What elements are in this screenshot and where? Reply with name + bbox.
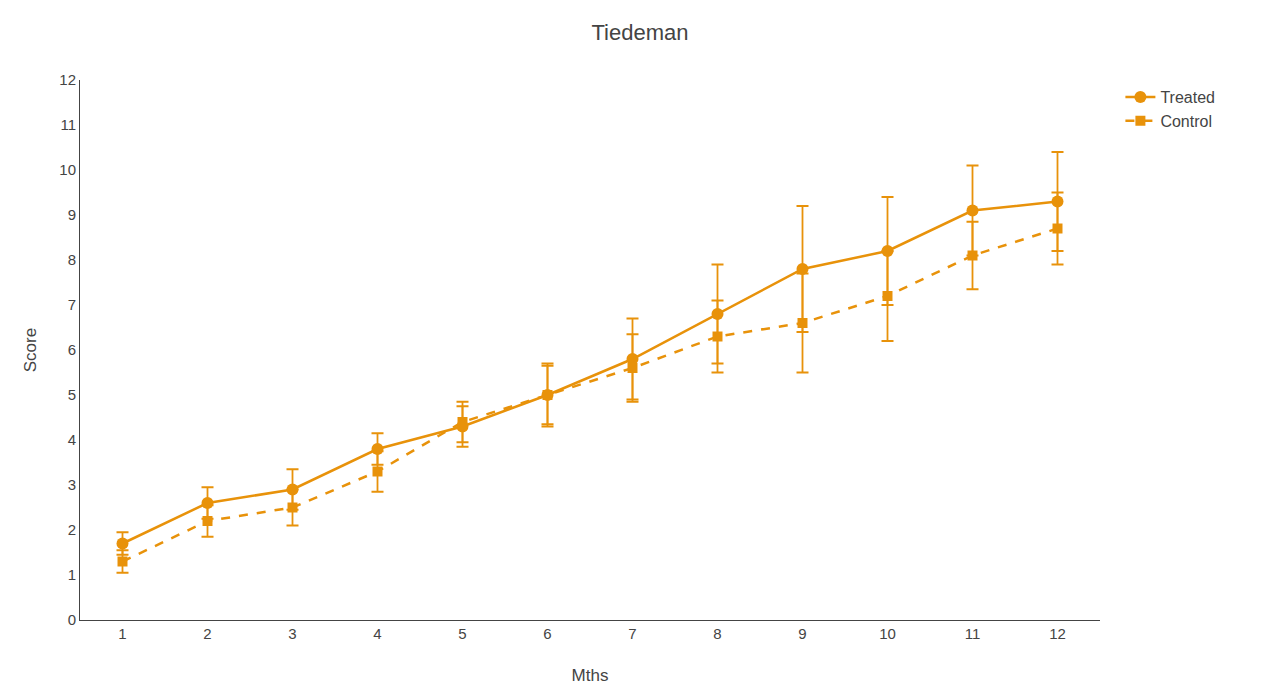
svg-text:4: 4 <box>373 625 381 642</box>
svg-text:12: 12 <box>59 71 76 88</box>
svg-text:2: 2 <box>68 521 76 538</box>
svg-text:Tiedeman: Tiedeman <box>591 20 688 45</box>
svg-text:9: 9 <box>798 625 806 642</box>
svg-text:8: 8 <box>68 251 76 268</box>
svg-text:Control: Control <box>1160 113 1212 130</box>
svg-text:5: 5 <box>458 625 466 642</box>
svg-text:5: 5 <box>68 386 76 403</box>
svg-text:2: 2 <box>203 625 211 642</box>
svg-text:8: 8 <box>713 625 721 642</box>
svg-text:Treated: Treated <box>1160 89 1215 106</box>
svg-text:12: 12 <box>1049 625 1066 642</box>
svg-text:6: 6 <box>543 625 551 642</box>
svg-text:6: 6 <box>68 341 76 358</box>
svg-text:11: 11 <box>965 625 981 642</box>
svg-text:Score: Score <box>21 328 40 372</box>
svg-text:7: 7 <box>628 625 636 642</box>
svg-text:11: 11 <box>60 116 76 133</box>
svg-text:0: 0 <box>68 611 76 628</box>
svg-text:1: 1 <box>68 566 76 583</box>
svg-text:Mths: Mths <box>572 666 609 685</box>
svg-text:3: 3 <box>288 625 296 642</box>
svg-text:9: 9 <box>68 206 76 223</box>
svg-text:10: 10 <box>59 161 76 178</box>
svg-text:4: 4 <box>68 431 76 448</box>
svg-text:1: 1 <box>118 625 126 642</box>
svg-text:3: 3 <box>68 476 76 493</box>
svg-text:7: 7 <box>68 296 76 313</box>
svg-text:10: 10 <box>879 625 896 642</box>
